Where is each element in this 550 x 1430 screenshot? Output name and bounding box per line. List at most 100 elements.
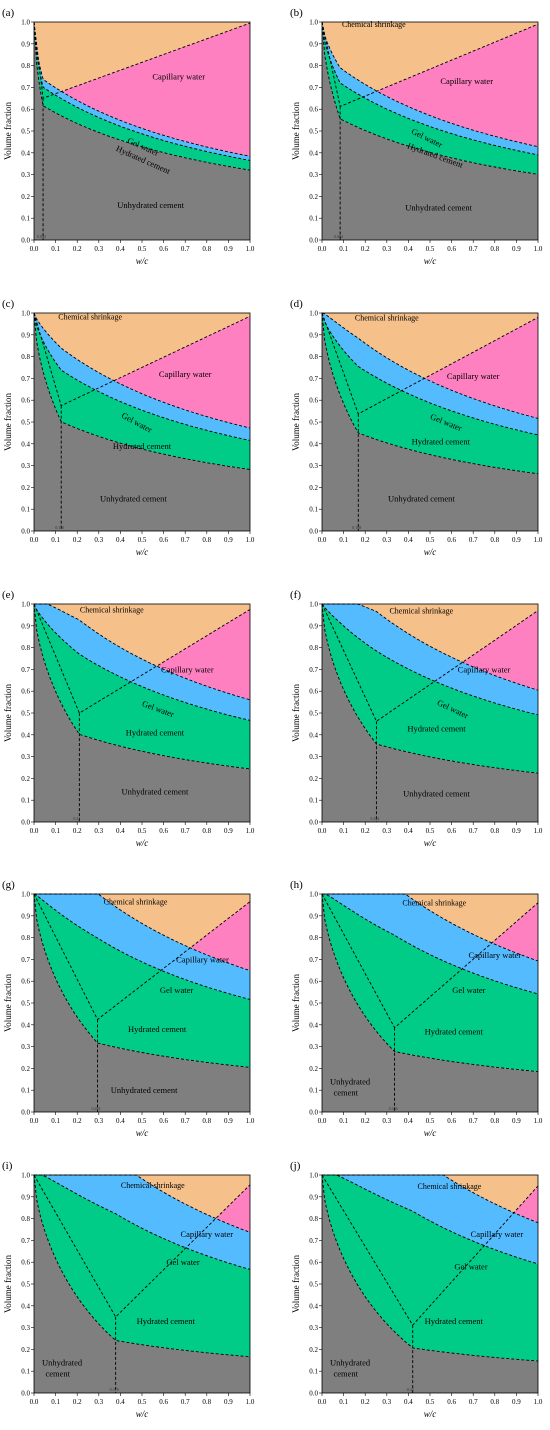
- region-label-capillary: Capillary water: [458, 664, 511, 674]
- region-unhydrated-cement: [34, 604, 250, 822]
- x-tick-label: 0.6: [447, 1398, 456, 1406]
- critical-wc-label: 0.294: [92, 1106, 101, 1111]
- region-label-unhydrated: cement: [333, 1368, 358, 1378]
- y-tick-label: 0.7: [309, 666, 318, 674]
- y-tick-label: 0.1: [21, 797, 30, 805]
- y-tick-label: 1.0: [309, 1172, 318, 1180]
- region-label-unhydrated: Unhydrated cement: [100, 493, 167, 503]
- x-tick-label: 1.0: [246, 536, 255, 544]
- x-tick-label: 1.0: [534, 827, 543, 835]
- region-label-hydrated: Hydrated cement: [126, 728, 185, 738]
- y-tick-label: 0.9: [309, 331, 318, 339]
- region-label-unhydrated: Unhydrated cement: [405, 202, 472, 212]
- y-tick-label: 0.0: [21, 819, 30, 827]
- x-tick-label: 0.3: [94, 536, 103, 544]
- y-tick-label: 0.3: [309, 1324, 318, 1332]
- x-tick-label: 0.8: [202, 245, 211, 253]
- x-tick-label: 0.1: [51, 536, 60, 544]
- region-gel-water: [322, 1175, 538, 1264]
- region-unhydrated-cement: [34, 22, 250, 240]
- x-tick-label: 0.9: [224, 827, 233, 835]
- critical-wc-label: 0.042: [37, 234, 46, 239]
- x-tick-label: 0.1: [339, 827, 348, 835]
- boundary-line-hyd: [321, 603, 539, 716]
- boundary-line-hyd: [322, 1174, 539, 1265]
- x-tick-label: 0.6: [159, 1398, 168, 1406]
- x-tick-label: 0.8: [490, 1117, 499, 1125]
- boundary-line-top: [33, 893, 251, 1021]
- y-tick-label: 0.0: [309, 528, 318, 536]
- x-tick-label: 0.4: [116, 827, 125, 835]
- y-tick-label: 0.8: [21, 644, 30, 652]
- y-axis-label: Volume fraction: [291, 101, 301, 160]
- x-tick-label: 0.6: [447, 1117, 456, 1125]
- region-label-unhydrated: Unhydrated cement: [403, 789, 470, 799]
- y-tick-label: 1.0: [21, 310, 30, 318]
- boundary-line-hyd: [322, 893, 539, 995]
- region-label-hydrated: Hydrated cement: [425, 1316, 484, 1326]
- y-tick-label: 0.8: [21, 62, 30, 70]
- x-tick-label: 0.8: [202, 827, 211, 835]
- y-tick-label: 0.5: [309, 419, 318, 427]
- y-axis-label: Volume fraction: [291, 683, 301, 742]
- y-tick-label: 0.0: [309, 1390, 318, 1398]
- y-tick-label: 0.4: [21, 1021, 30, 1029]
- y-tick-label: 0.5: [309, 1281, 318, 1289]
- y-tick-label: 1.0: [21, 19, 30, 27]
- x-tick-label: 1.0: [246, 245, 255, 253]
- x-tick-label: 0.8: [202, 1117, 211, 1125]
- x-axis-label: w/c: [136, 547, 149, 557]
- region-hydrated-cement: [322, 313, 538, 474]
- y-tick-label: 0.2: [309, 193, 318, 201]
- panel-label: (f): [290, 589, 301, 601]
- x-tick-label: 0.0: [318, 1398, 327, 1406]
- y-tick-label: 0.9: [309, 622, 318, 630]
- boundary-line-hyd: [321, 21, 539, 156]
- region-label-shrinkage: Chemical shrinkage: [389, 607, 453, 616]
- y-tick-label: 0.8: [21, 1215, 30, 1223]
- y-tick-label: 0.4: [21, 1302, 30, 1310]
- region-capillary-water: [322, 22, 538, 147]
- x-tick-label: 1.0: [246, 827, 255, 835]
- region-label-shrinkage: Chemical shrinkage: [355, 313, 419, 322]
- x-tick-label: 0.9: [224, 1117, 233, 1125]
- y-tick-label: 0.2: [21, 775, 30, 783]
- region-unhydrated-cement: [34, 894, 250, 1112]
- critical-wc-label: 0.21: [73, 816, 80, 821]
- y-tick-label: 0.3: [309, 462, 318, 470]
- x-tick-label: 1.0: [246, 1398, 255, 1406]
- y-tick-label: 0.5: [21, 128, 30, 136]
- region-hydrated-cement: [34, 1175, 250, 1357]
- region-chemical-shrinkage: [34, 22, 250, 99]
- boundary-line-top: [33, 1174, 251, 1318]
- region-gel-water: [34, 22, 250, 161]
- y-tick-label: 0.4: [21, 149, 30, 157]
- x-tick-label: 0.9: [512, 827, 521, 835]
- x-tick-label: 0.5: [426, 1398, 435, 1406]
- critical-wc-label: 0.084: [334, 234, 343, 239]
- region-label-hydrated: Hydrated cement: [113, 441, 172, 451]
- y-tick-label: 1.0: [21, 891, 30, 899]
- boundary-line-gel: [34, 603, 251, 701]
- y-tick-label: 0.7: [309, 375, 318, 383]
- x-tick-label: 0.1: [339, 245, 348, 253]
- x-tick-label: 0.4: [116, 245, 125, 253]
- x-tick-label: 0.6: [159, 1117, 168, 1125]
- region-gel-water: [34, 604, 250, 721]
- x-tick-label: 0.0: [318, 827, 327, 835]
- region-hydrated-cement: [322, 1175, 538, 1361]
- y-tick-label: 0.6: [21, 397, 30, 405]
- y-tick-label: 0.0: [21, 237, 30, 245]
- x-tick-label: 0.6: [159, 536, 168, 544]
- region-unhydrated-cement: [34, 1175, 250, 1393]
- region-label-gel: Gel water: [160, 985, 193, 995]
- y-axis-label: Volume fraction: [3, 973, 13, 1032]
- boundary-line-unh: [321, 603, 539, 774]
- region-label-hydrated: Hydrated cement: [128, 1024, 187, 1034]
- x-tick-label: 0.7: [469, 1117, 478, 1125]
- chart-panel: 0.084 0.0 0.1 0.2 0.3 0.4 0.5 0.6 0.7 0.8 0.9 1.0 0.…: [290, 7, 543, 266]
- region-label-capillary: Capillary water: [180, 1229, 233, 1239]
- y-tick-label: 0.6: [309, 688, 318, 696]
- y-tick-label: 0.7: [21, 1237, 30, 1245]
